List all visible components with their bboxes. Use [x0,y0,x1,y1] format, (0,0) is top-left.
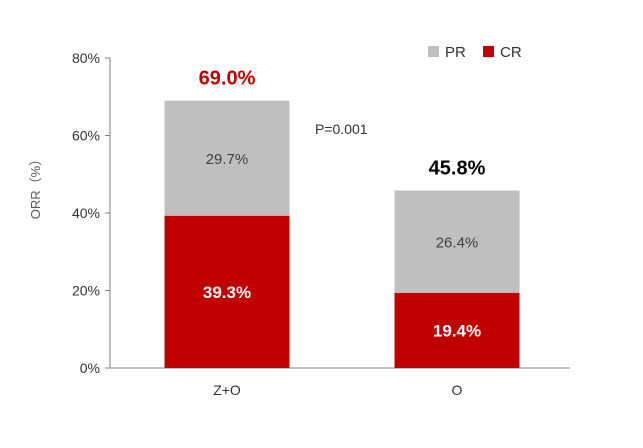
y-tick-label: 0% [80,360,100,376]
bars [164,100,520,368]
x-tick-label: O [452,382,463,398]
y-tick-label: 80% [72,50,100,66]
legend-label-pr: PR [445,44,466,61]
bar-cr [164,215,290,368]
y-tick-label: 60% [72,128,100,144]
x-tick-label: Z+O [213,382,241,398]
legend-label-cr: CR [500,44,522,61]
total-label: 45.8% [429,158,486,180]
legend: PR CR [428,44,522,61]
p-value-annotation: P=0.001 [315,121,368,137]
data-label-pr: 29.7% [206,151,249,168]
legend-swatch-cr [483,46,494,57]
y-tick-label: 20% [72,283,100,299]
bar-cr [394,292,520,368]
y-tick-label: 40% [72,205,100,221]
data-label-cr: 39.3% [203,283,251,302]
bar-labels: 39.3% 29.7% 69.0% 19.4% 26.4% 45.8% [199,68,486,341]
bar-pr [394,190,520,293]
bar-pr [164,100,290,216]
legend-swatch-pr [428,46,439,57]
y-axis-label: ORR（%） [28,153,43,219]
total-label: 69.0% [199,68,256,90]
data-label-cr: 19.4% [433,321,481,340]
data-label-pr: 26.4% [436,235,479,252]
